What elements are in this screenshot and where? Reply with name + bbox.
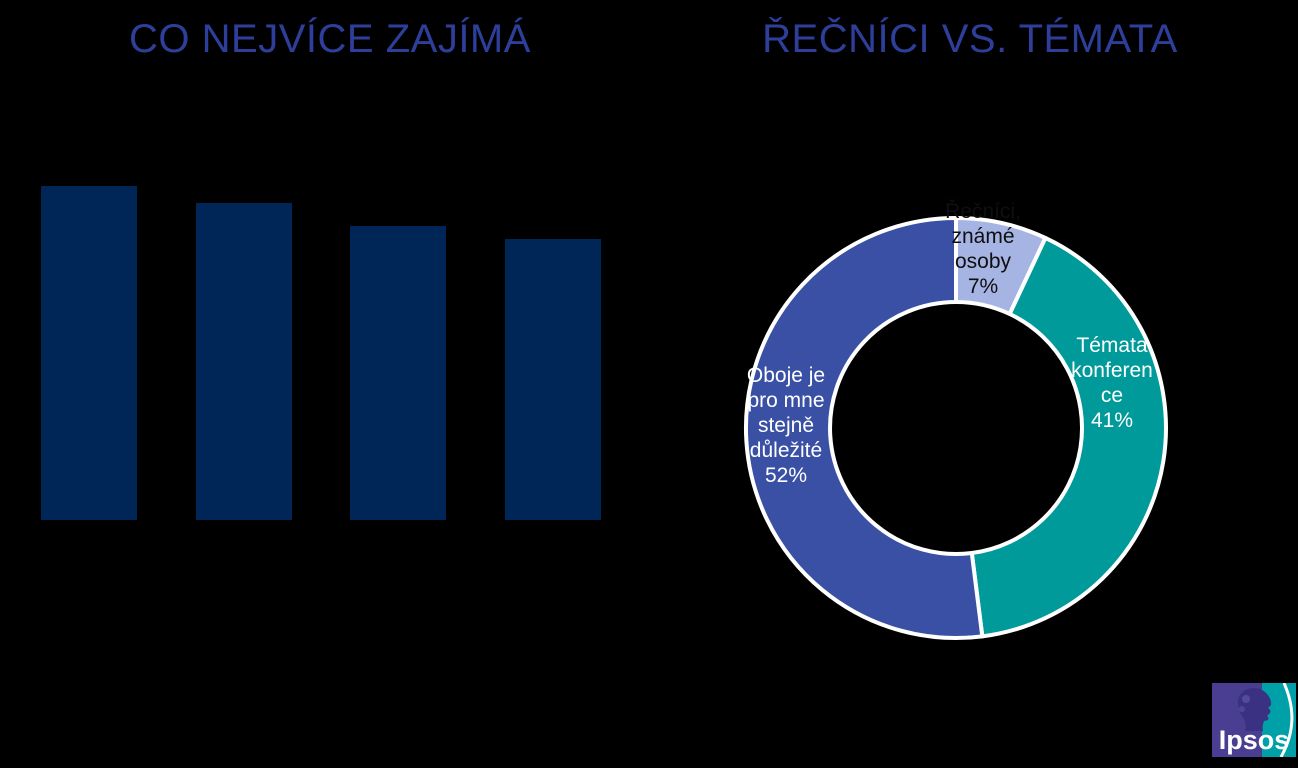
logo-edge-curve [1279,683,1294,757]
right-chart-title: ŘEČNÍCI VS. TÉMATA [762,17,1178,61]
bar-2 [196,203,292,520]
bar-1 [41,186,137,520]
donut-label-temata-konference: Témata konferen ce 41% [1071,334,1153,432]
logo-wordmark: Ipsos [1219,725,1290,755]
donut-slice-3 [744,216,985,640]
logo-hair-texture [1239,706,1245,712]
donut-chart [744,216,1168,640]
logo-hair-texture [1242,695,1250,703]
bar-3 [350,226,446,520]
donut-label-recnici-zname-osoby: Řečníci, známé osoby 7% [945,200,1021,298]
left-chart-title: CO NEJVÍCE ZAJÍMÁ [129,17,531,61]
ipsos-logo: Ipsos [1212,683,1296,757]
donut-label-oboje-stejne-dulezite: Oboje je pro mne stejně důležité 52% [746,364,826,487]
bar-4 [505,239,601,520]
donut-slice-2 [969,235,1168,639]
